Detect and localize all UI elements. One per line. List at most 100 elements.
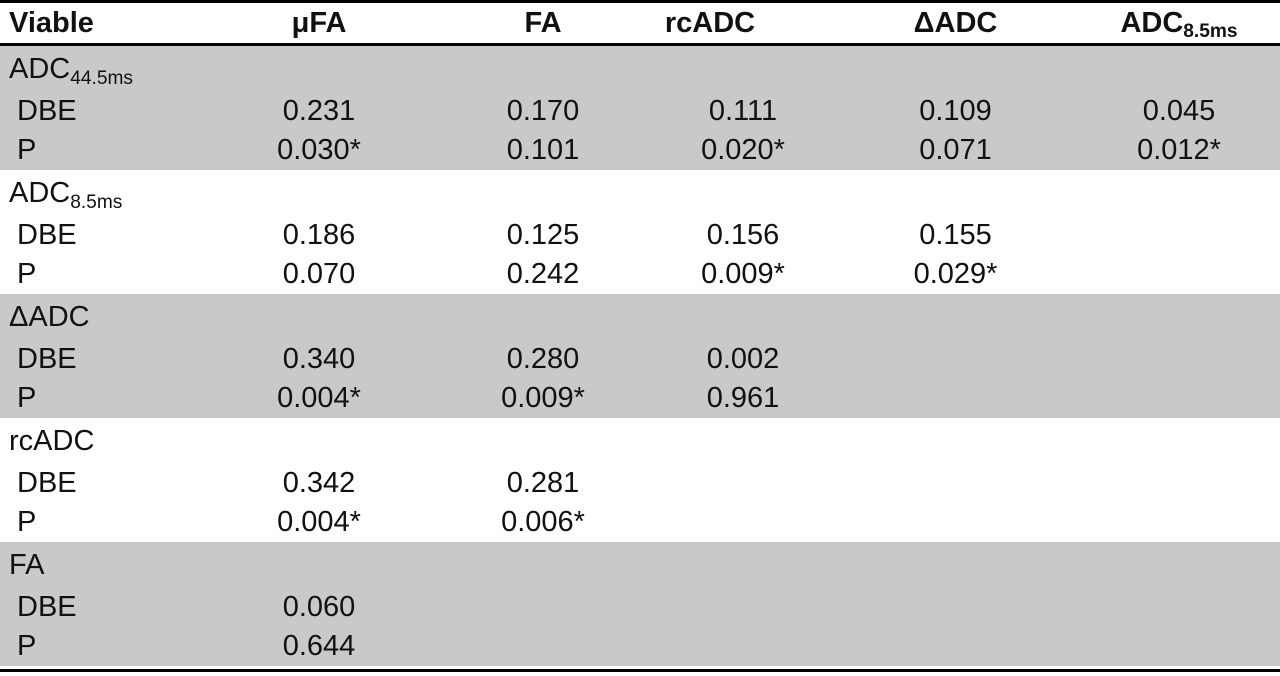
value-cell [433, 588, 653, 627]
value-cell: 0.156 [706, 219, 780, 251]
column-header-rcadc: rcADC [620, 7, 800, 40]
row-label-p: P [17, 258, 37, 290]
value-cell [1078, 255, 1280, 294]
value-cell: 0.242 [506, 258, 580, 290]
value-cell [833, 503, 1078, 542]
column-header-fa: FA [433, 7, 653, 40]
group-label-row: ADC44.5ms [0, 46, 1280, 92]
row-label-dbe: DBE [17, 219, 77, 251]
value-cell [653, 588, 833, 627]
group-label-text: ADC [9, 177, 71, 209]
p-row: P 0.644 [0, 627, 1280, 666]
dbe-row: DBE 0.342 0.281 [0, 464, 1280, 503]
value-cell: 0.281 [506, 467, 580, 499]
value-cell: 0.170 [506, 95, 580, 127]
group-label: ADC8.5ms [0, 170, 205, 220]
value-cell [833, 464, 1078, 503]
value-cell: 0.071 [919, 134, 992, 166]
group-adc-44-5ms: ADC44.5ms DBE 0.231 0.170 0.111 0.109 0.… [0, 46, 1280, 170]
value-cell [653, 464, 833, 503]
value-cell [653, 627, 833, 666]
group-label-text: FA [9, 549, 45, 581]
value-cell: 0.644 [282, 630, 356, 662]
p-row: P 0.030* 0.101 0.020* 0.071 0.012* [0, 131, 1280, 170]
group-fa: FA DBE 0.060 P 0.644 [0, 542, 1280, 666]
value-cell: 0.070 [282, 258, 356, 290]
row-label-p: P [17, 382, 37, 414]
value-cell: 0.029* [913, 258, 998, 290]
group-label-subscript: 44.5ms [70, 67, 133, 89]
value-cell: 0.280 [506, 343, 580, 375]
value-cell [1078, 216, 1280, 255]
p-row: P 0.004* 0.006* [0, 503, 1280, 542]
value-cell: 0.006* [501, 506, 585, 538]
group-label: FA [0, 542, 205, 592]
group-label-row: rcADC [0, 418, 1280, 464]
value-cell: 0.009* [701, 258, 785, 290]
value-cell: 0.012* [1137, 134, 1221, 166]
value-cell: 0.340 [282, 343, 356, 375]
value-cell: 0.004* [277, 382, 361, 414]
group-label-subscript: 8.5ms [70, 191, 123, 213]
p-row: P 0.070 0.242 0.009* 0.029* [0, 255, 1280, 294]
value-cell: 0.109 [919, 95, 992, 127]
value-cell: 0.961 [706, 382, 780, 414]
value-cell [1078, 464, 1280, 503]
value-cell: 0.002 [706, 343, 780, 375]
row-label-p: P [17, 134, 37, 166]
column-header-label: μFA [291, 6, 347, 39]
p-row: P 0.004* 0.009* 0.961 [0, 379, 1280, 418]
row-label-dbe: DBE [17, 343, 77, 375]
table-header-row: Viable μFA FA rcADC ΔADC ADC8.5ms [0, 3, 1280, 46]
value-cell: 0.020* [701, 134, 785, 166]
group-rcadc: rcADC DBE 0.342 0.281 P 0.004* 0.006* [0, 418, 1280, 542]
value-cell: 0.342 [282, 467, 356, 499]
value-cell [1078, 340, 1280, 379]
value-cell: 0.231 [282, 95, 356, 127]
value-cell [433, 627, 653, 666]
dbe-row: DBE 0.340 0.280 0.002 [0, 340, 1280, 379]
value-cell: 0.009* [501, 382, 585, 414]
column-header-label: FA [524, 6, 562, 39]
value-cell [833, 627, 1078, 666]
column-header-subscript: 8.5ms [1183, 21, 1238, 43]
group-label-text: ΔADC [9, 301, 90, 333]
column-header-viable: Viable [0, 7, 205, 40]
value-cell [1078, 627, 1280, 666]
row-label-p: P [17, 630, 37, 662]
value-cell [833, 588, 1078, 627]
value-cell: 0.155 [919, 219, 992, 251]
group-label-text: ADC [9, 53, 71, 85]
value-cell [833, 340, 1078, 379]
row-label-dbe: DBE [17, 467, 77, 499]
column-header-ufa: μFA [205, 7, 433, 40]
dbe-row: DBE 0.060 [0, 588, 1280, 627]
column-header-label: ADC [1120, 6, 1184, 39]
group-label: ADC44.5ms [0, 46, 205, 96]
value-cell: 0.060 [282, 591, 356, 623]
column-header-label: Viable [9, 6, 94, 39]
row-label-dbe: DBE [17, 591, 77, 623]
group-label-row: ΔADC [0, 294, 1280, 340]
group-label-row: FA [0, 542, 1280, 588]
value-cell [833, 379, 1078, 418]
value-cell [1078, 503, 1280, 542]
group-label: rcADC [0, 418, 205, 468]
column-header-delta-adc: ΔADC [833, 7, 1078, 40]
group-delta-adc: ΔADC DBE 0.340 0.280 0.002 P 0.004* 0.00… [0, 294, 1280, 418]
value-cell: 0.186 [282, 219, 356, 251]
value-cell: 0.030* [277, 134, 361, 166]
group-label-text: rcADC [9, 425, 95, 457]
value-cell [1078, 379, 1280, 418]
row-label-p: P [17, 506, 37, 538]
column-header-adc-8-5ms: ADC8.5ms [1078, 6, 1280, 43]
value-cell [1078, 588, 1280, 627]
row-label-dbe: DBE [17, 95, 77, 127]
value-cell [653, 503, 833, 542]
dbe-row: DBE 0.186 0.125 0.156 0.155 [0, 216, 1280, 255]
dbe-row: DBE 0.231 0.170 0.111 0.109 0.045 [0, 92, 1280, 131]
value-cell: 0.111 [708, 95, 778, 127]
column-header-label: rcADC [664, 6, 756, 39]
value-cell: 0.004* [277, 506, 361, 538]
